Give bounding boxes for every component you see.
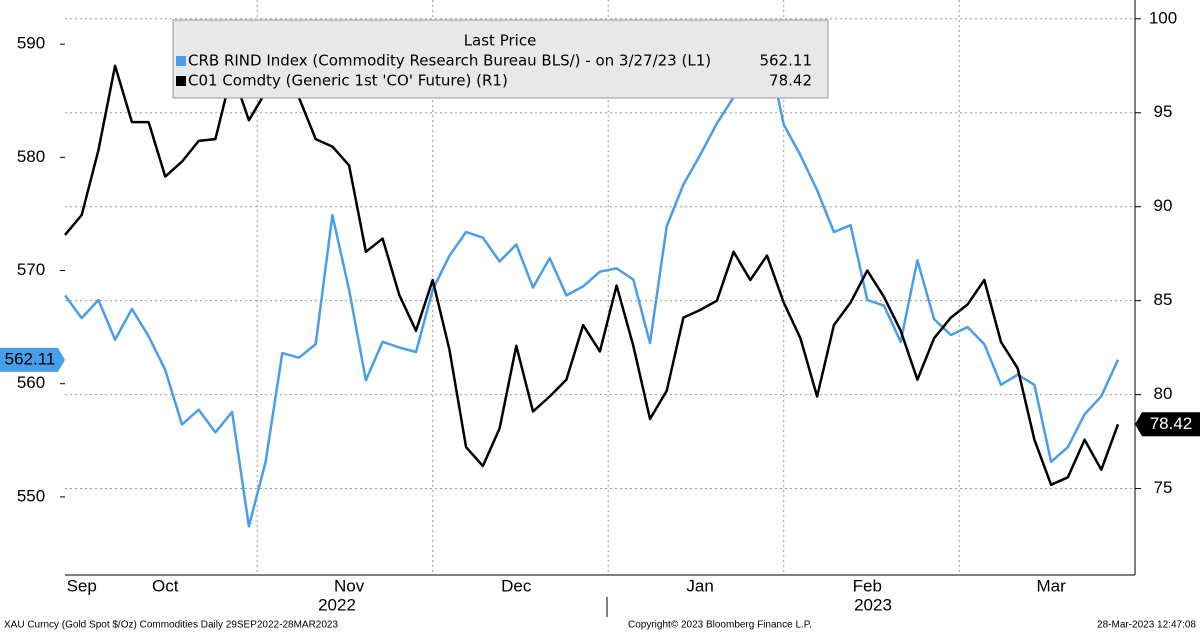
- x-tick-label: Nov: [334, 576, 365, 595]
- x-tick-label: Sep: [67, 576, 97, 595]
- year-label: 2022: [318, 595, 356, 614]
- x-tick-label: Feb: [853, 576, 882, 595]
- legend-label: C01 Comdty (Generic 1st 'CO' Future) (R1…: [188, 72, 508, 90]
- legend-swatch: [176, 56, 186, 66]
- year-label: 2023: [854, 595, 892, 614]
- y-tick-label: 560: [17, 373, 45, 392]
- y-tick-label: 580: [17, 147, 45, 166]
- y2-tick-label: 85: [1154, 290, 1173, 309]
- x-tick-label: Jan: [686, 576, 713, 595]
- x-tick-label: Dec: [501, 576, 532, 595]
- value-tag-label: 78.42: [1150, 414, 1193, 433]
- y-tick-label: 590: [17, 34, 45, 53]
- y2-tick-label: 80: [1154, 384, 1173, 403]
- x-tick-label: Mar: [1037, 576, 1067, 595]
- y2-tick-label: 100: [1149, 8, 1177, 27]
- footer-right: 28-Mar-2023 12:47:08: [1097, 620, 1196, 631]
- value-tag: [0, 347, 65, 372]
- legend-label: CRB RIND Index (Commodity Research Burea…: [188, 52, 711, 70]
- legend-value: 562.11: [760, 52, 813, 70]
- legend-value: 78.42: [769, 72, 812, 90]
- y2-tick-label: 75: [1154, 478, 1173, 497]
- footer-left: XAU Curncy (Gold Spot $/Oz) Commodities …: [4, 620, 338, 631]
- y-tick-label: 550: [17, 486, 45, 505]
- legend-title: Last Price: [464, 32, 537, 50]
- footer-center: Copyright© 2023 Bloomberg Finance L.P.: [628, 620, 812, 631]
- y2-tick-label: 90: [1154, 196, 1173, 215]
- value-tag-label: 562.11: [5, 349, 56, 368]
- value-tag: [1135, 412, 1200, 437]
- y2-tick-label: 95: [1154, 102, 1173, 121]
- legend-swatch: [176, 76, 186, 86]
- legend-box: [172, 19, 829, 99]
- x-tick-label: Oct: [152, 576, 179, 595]
- y-tick-label: 570: [17, 260, 45, 279]
